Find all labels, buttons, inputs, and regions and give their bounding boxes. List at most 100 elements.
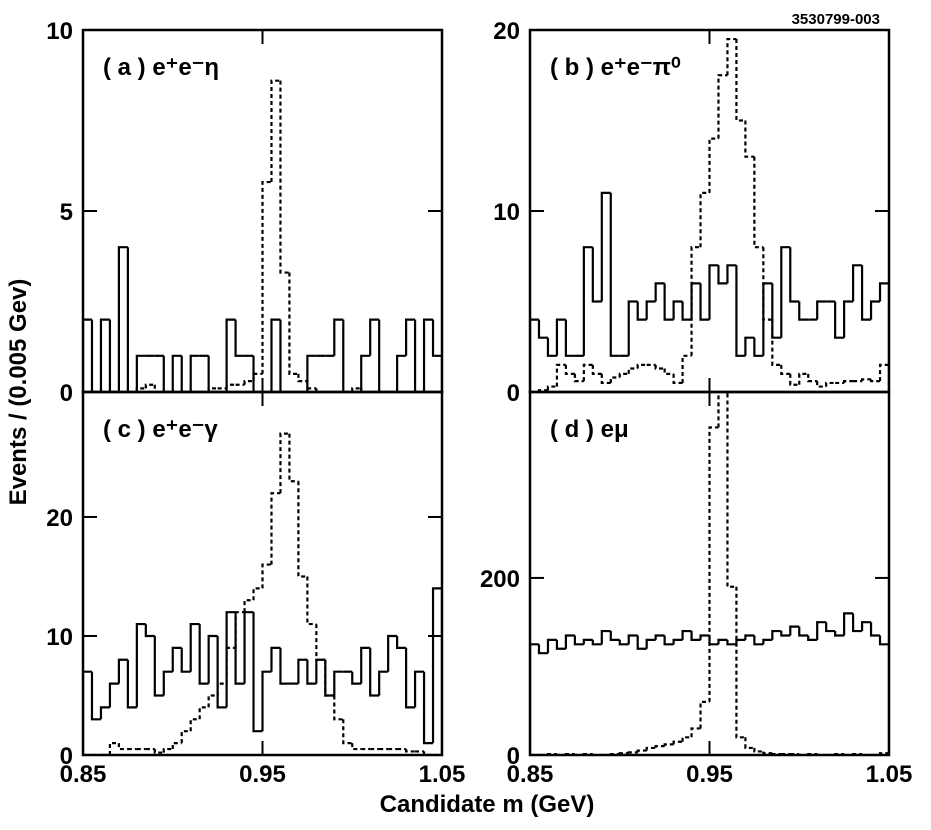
histogram-bin [717,265,728,285]
histogram-bin [189,354,200,392]
x-tick-label: 1.05 [866,761,913,788]
histogram-bin [762,751,773,755]
histogram-bin [396,635,407,649]
x-tick-label: 0.95 [239,761,286,788]
histogram-bin [582,363,593,382]
histogram-bin [108,319,119,392]
histogram-bin [753,635,764,646]
histogram-bin [405,318,416,356]
histogram-bin [198,624,209,685]
histogram-bin [780,631,791,637]
histogram-bin [422,318,434,392]
histogram-bin [555,363,566,387]
histogram-bin [431,587,442,755]
histogram-bin [627,634,638,645]
histogram-bin [216,635,227,709]
histogram-bin [860,378,872,382]
histogram-bin [852,613,863,633]
histogram-bin [324,659,335,697]
histogram-bin [636,749,647,753]
histogram-bin [422,671,434,745]
histogram-bin [243,380,254,385]
histogram-bin [744,737,755,750]
histogram-bin [843,612,854,636]
histogram-bin [672,740,683,745]
histogram-bin [153,384,164,392]
histogram-bin [252,355,263,392]
histogram-bin [690,631,701,642]
histogram-bin [216,682,227,696]
figure-id: 3530799-003 [792,11,880,28]
histogram-bin [627,300,638,356]
histogram-bin [431,319,442,392]
histogram-bin [852,264,863,302]
histogram-bin [699,700,710,729]
histogram-bin [708,264,719,320]
histogram-bin [207,355,218,392]
histogram-bin [860,265,872,321]
histogram-bin [261,563,272,589]
histogram-bin [726,639,737,646]
histogram-bin [573,373,584,383]
histogram-bin [530,643,539,755]
histogram-bin [171,646,182,672]
histogram-bin [564,634,575,649]
histogram-bin [708,426,719,702]
x-tick-label: 0.85 [60,761,107,788]
histogram-bin [261,180,272,374]
histogram-bin [270,79,281,183]
histogram-bin [762,247,773,321]
histogram-bin [645,638,656,649]
panel [530,37,889,392]
histogram-bin [618,372,629,378]
y-tick-label: 10 [46,18,73,45]
histogram-bin [279,80,290,274]
histogram-bin [180,647,191,673]
histogram-bin [654,282,665,302]
y-tick-label: 0 [507,380,520,407]
histogram-bin [297,373,308,383]
histogram-bin [117,743,128,751]
histogram-bin [207,634,218,684]
histogram-bin [396,354,407,392]
histogram-bin [663,743,674,747]
panel-label: ( c ) e⁺e⁻γ [103,416,218,443]
histogram-bin [699,191,710,248]
x-tick-label: 1.05 [419,761,466,788]
histogram-bin [153,749,164,754]
histogram-bin [422,751,434,755]
histogram-bin [83,318,92,392]
histogram-bin [555,318,566,356]
y-axis-label: Events / (0.005 Gev) [5,279,32,506]
histogram-bin [789,247,800,303]
histogram-bin [744,336,755,356]
histogram-bin [798,301,809,321]
histogram-bin [378,319,389,392]
histogram-bin [126,659,137,709]
histogram-bin [270,646,281,672]
histogram-bin [546,638,557,654]
histogram-bin [834,631,845,637]
histogram-bin [591,364,602,375]
histogram-bin [789,625,800,636]
y-tick-label: 0 [507,743,520,770]
panel [83,79,442,392]
histogram-bin [825,622,836,633]
histogram-bin [672,373,683,385]
y-tick-label: 5 [60,199,73,226]
histogram-bin [360,354,371,392]
histogram-bin [798,626,809,637]
panel-label: ( b ) e⁺e⁻π⁰ [550,54,681,81]
histogram-bin [717,638,728,645]
histogram-bin [690,282,701,320]
histogram-bin [618,639,629,646]
histogram-bin [582,638,593,645]
histogram-bin [672,300,683,320]
histogram-bin [288,433,299,483]
histogram-bin [735,586,746,739]
histogram-bin [279,432,290,494]
histogram-bin [753,747,764,753]
histogram-bin [126,247,137,392]
histogram-bin [315,624,326,661]
